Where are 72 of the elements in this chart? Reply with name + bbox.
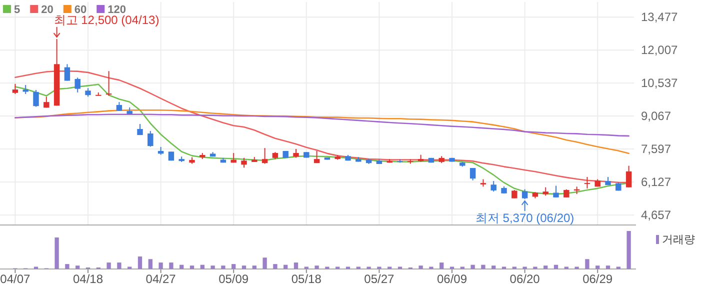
x-tick-label: 05/09 — [218, 272, 249, 286]
bar — [190, 266, 194, 269]
legend-label: 5 — [14, 4, 20, 16]
bar — [314, 266, 319, 269]
bar — [252, 266, 256, 269]
candlestick — [74, 77, 80, 93]
legend-label: 120 — [108, 4, 126, 16]
y-tick-label: 7,597 — [641, 142, 672, 156]
annotation: 최고 12,500 (04/13) — [54, 13, 160, 28]
bar — [200, 264, 204, 269]
bar — [606, 266, 610, 269]
bar — [554, 264, 558, 269]
candlestick — [522, 188, 528, 200]
x-tick-label: 06/09 — [436, 272, 468, 286]
bar — [440, 262, 444, 269]
candlestick — [262, 148, 268, 164]
bar — [596, 266, 600, 269]
candlestick — [12, 83, 18, 94]
bar — [210, 266, 215, 269]
legend: 거래량 — [656, 234, 695, 246]
y-tick-label: 12,007 — [641, 43, 678, 58]
bar — [221, 266, 226, 269]
x-tick-label: 05/27 — [364, 272, 395, 286]
bar — [54, 237, 59, 269]
bar — [294, 262, 298, 269]
legend-label: 60 — [74, 4, 87, 16]
bar — [169, 262, 174, 269]
candlestick — [314, 150, 320, 164]
bar — [284, 264, 288, 269]
legend-label: 20 — [41, 4, 54, 16]
candlestick — [626, 165, 632, 188]
bar — [273, 264, 278, 269]
annotation: 최저 5,370 (06/20) — [475, 210, 574, 225]
y-tick-label: 4,657 — [641, 208, 672, 222]
bar — [242, 266, 246, 269]
x-tick-label: 05/18 — [291, 272, 322, 286]
x-tick-label: 06/20 — [510, 272, 540, 286]
bar — [481, 264, 486, 269]
x-tick-label: 06/29 — [582, 272, 613, 286]
candlestick — [490, 180, 496, 192]
bar — [148, 259, 152, 269]
bar — [626, 231, 631, 269]
bar — [585, 259, 590, 269]
bar — [232, 264, 236, 269]
candlestick — [584, 176, 590, 189]
bar — [492, 266, 496, 269]
bar — [158, 262, 163, 269]
y-tick-label: 13,477 — [641, 10, 678, 24]
candlestick — [553, 185, 559, 198]
bar — [180, 264, 184, 269]
bar — [106, 262, 111, 269]
bar — [544, 266, 548, 269]
bar — [470, 264, 475, 269]
bar — [76, 266, 80, 269]
x-tick-label: 04/18 — [72, 272, 104, 286]
candlestick — [148, 130, 154, 148]
bar — [418, 266, 423, 269]
y-tick-label: 9,067 — [641, 109, 672, 124]
y-tick-label: 10,537 — [641, 76, 678, 90]
candlestick — [241, 157, 247, 168]
bar — [138, 256, 142, 269]
candlestick — [33, 89, 39, 108]
candlestick — [470, 168, 476, 181]
x-tick-label: 04/27 — [146, 272, 176, 286]
candlestick — [64, 64, 70, 82]
bar — [65, 264, 70, 269]
x-tick-label: 04/07 — [0, 272, 31, 286]
legend-label: 거래량 — [662, 234, 695, 246]
y-tick-label: 6,127 — [641, 174, 672, 189]
bar — [117, 262, 122, 269]
candlestick — [106, 70, 112, 96]
bar — [262, 258, 267, 269]
